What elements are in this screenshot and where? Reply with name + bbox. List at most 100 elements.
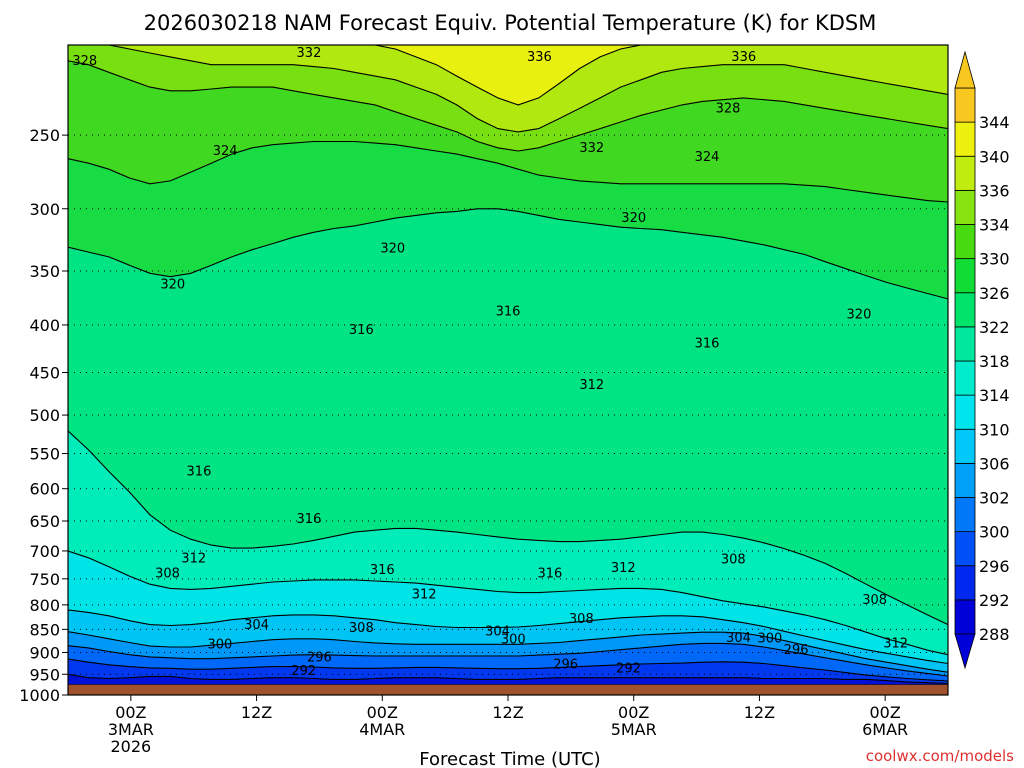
contour-label: 292 xyxy=(291,664,316,679)
contour-label: 332 xyxy=(297,46,322,61)
contour-label: 304 xyxy=(244,618,269,633)
contour-line-292 xyxy=(68,673,948,685)
colorbar-swatch xyxy=(954,87,976,123)
contour-label: 316 xyxy=(370,563,395,578)
y-tick-label: 700 xyxy=(29,542,60,561)
ground-surface xyxy=(68,684,948,695)
colorbar-bottom-arrow xyxy=(954,633,976,670)
contour-line-336 xyxy=(68,45,948,106)
y-tick-label: 500 xyxy=(29,406,60,425)
colorbar-swatch xyxy=(954,599,976,635)
contour-label: 308 xyxy=(569,612,594,627)
contour-label: 308 xyxy=(721,553,746,568)
colorbar-label: 326 xyxy=(979,284,1010,303)
contour-label: 312 xyxy=(579,378,604,393)
x-tick-label: 00Z xyxy=(869,703,900,722)
plot-area xyxy=(68,45,948,695)
colorbar-label: 310 xyxy=(979,420,1010,439)
x-tick-label: 6MAR xyxy=(862,720,908,739)
contour-label: 296 xyxy=(784,643,809,658)
colorbar-label: 288 xyxy=(979,625,1010,644)
contour-label: 324 xyxy=(213,144,238,159)
colorbar-label: 344 xyxy=(979,113,1010,132)
contour-label: 320 xyxy=(847,308,872,323)
contour-label: 300 xyxy=(501,633,526,648)
contour-label: 308 xyxy=(349,621,374,636)
colorbar-label: 336 xyxy=(979,181,1010,200)
x-tick-label: 3MAR xyxy=(108,720,154,739)
credit-text: coolwx.com/models xyxy=(866,747,1014,765)
colorbar-swatch xyxy=(954,394,976,430)
colorbar-label: 302 xyxy=(979,489,1010,508)
y-tick-label: 300 xyxy=(29,200,60,219)
contour-label: 308 xyxy=(862,593,887,608)
contour-label: 320 xyxy=(380,241,405,256)
contour-line-312 xyxy=(68,550,948,656)
contour-label: 316 xyxy=(187,465,212,480)
colorbar-label: 292 xyxy=(979,591,1010,610)
contour-label: 316 xyxy=(496,305,521,320)
contour-label: 316 xyxy=(297,512,322,527)
colorbar-top-arrow xyxy=(954,50,976,89)
x-tick-label: 4MAR xyxy=(359,720,405,739)
x-tick-label: 00Z xyxy=(367,703,398,722)
colorbar-legend: 288 292 296 300 302 306 310 314 318 322 326 330 334 3… xyxy=(954,50,1010,670)
contour-label: 300 xyxy=(207,638,232,653)
y-tick-label: 550 xyxy=(29,445,60,464)
contour-label: 308 xyxy=(155,566,180,581)
contour-label: 312 xyxy=(883,636,908,651)
contour-label: 300 xyxy=(757,631,782,646)
contour-label: 304 xyxy=(485,625,510,640)
contour-label: 316 xyxy=(349,323,374,338)
colorbar-swatch xyxy=(954,121,976,157)
contour-label: 332 xyxy=(579,141,604,156)
contour-label: 324 xyxy=(695,150,720,165)
x-tick-label: 5MAR xyxy=(611,720,657,739)
contour-line-308 xyxy=(68,609,948,665)
x-tick-label: 12Z xyxy=(744,703,775,722)
y-tick-label: 650 xyxy=(29,512,60,531)
contour-line-320 xyxy=(68,208,948,300)
contour-line-316 xyxy=(68,430,948,626)
contour-line-304 xyxy=(68,631,948,673)
contour-label: 320 xyxy=(621,211,646,226)
colorbar-swatch xyxy=(954,292,976,328)
chart-title: 2026030218 NAM Forecast Equiv. Potential… xyxy=(144,11,877,35)
colorbar-swatch xyxy=(954,326,976,362)
contour-label: 336 xyxy=(731,50,756,65)
colorbar-label: 306 xyxy=(979,454,1010,473)
contour-line-328 xyxy=(68,60,948,152)
contour-line-324 xyxy=(68,140,948,203)
x-tick-label: 00Z xyxy=(115,703,146,722)
contour-label: 328 xyxy=(716,101,741,116)
x-tick-label: 12Z xyxy=(241,703,272,722)
y-tick-label: 900 xyxy=(29,643,60,662)
contour-labels: 328 332 336 336 328 324 332 324 320 320 320 320 316 3… xyxy=(72,46,908,679)
colorbar-swatch xyxy=(954,258,976,294)
y-tick-label: 400 xyxy=(29,316,60,335)
colorbar-label: 318 xyxy=(979,352,1010,371)
contour-label: 296 xyxy=(553,657,578,672)
contour-label: 316 xyxy=(695,337,720,352)
y-tick-label: 250 xyxy=(29,126,60,145)
colorbar-swatch xyxy=(954,155,976,191)
contour-label: 336 xyxy=(527,50,552,65)
y-tick-label: 800 xyxy=(29,596,60,615)
colorbar-swatch xyxy=(954,565,976,601)
colorbar-label: 340 xyxy=(979,147,1010,166)
contour-label: 312 xyxy=(412,588,437,603)
colorbar-label: 300 xyxy=(979,523,1010,542)
y-tick-label: 450 xyxy=(29,364,60,383)
x-tick-label: 12Z xyxy=(492,703,523,722)
y-tick-label: 350 xyxy=(29,262,60,281)
colorbar-label: 330 xyxy=(979,250,1010,269)
contour-label: 316 xyxy=(537,566,562,581)
contour-label: 320 xyxy=(160,278,185,293)
colorbar-label: 322 xyxy=(979,318,1010,337)
y-tick-label: 1000 xyxy=(19,686,60,705)
contour-label: 292 xyxy=(616,662,641,677)
contour-line-296 xyxy=(68,658,948,682)
contour-line-300 xyxy=(68,642,948,677)
